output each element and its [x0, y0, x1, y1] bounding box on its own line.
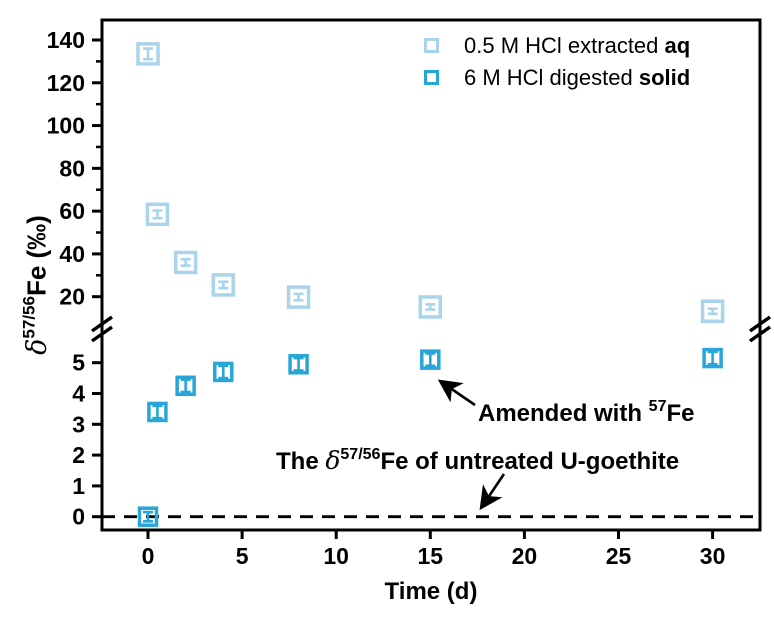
- legend-label-aq-bold: aq: [664, 32, 691, 58]
- legend: 0.5 M HCl extracted aq 6 M HCl digested …: [424, 31, 690, 92]
- y-tick-label-upper: 100: [47, 113, 85, 139]
- annotation-untreated: The δ57/56Fe of untreated U-goethite: [276, 446, 679, 476]
- data-point-solid: [137, 506, 159, 527]
- data-point-aq: [286, 285, 311, 309]
- data-point-aq: [136, 42, 160, 66]
- annotation-amended-sup: 57: [648, 398, 667, 415]
- data-point-aq: [700, 299, 725, 323]
- annotation-untreated-sup: 57/56: [340, 446, 381, 463]
- data-point-aq: [145, 202, 170, 227]
- y-tick-label-upper: 40: [59, 241, 85, 267]
- y-tick-label-lower: 4: [72, 381, 85, 407]
- y-tick-label-upper: 60: [59, 198, 85, 224]
- delta-symbol: δ: [21, 338, 53, 355]
- axis-break-left-icon: [90, 325, 114, 343]
- data-point-solid: [175, 375, 196, 397]
- axis-break-right-icon: [748, 315, 772, 333]
- x-tick-label: 30: [700, 543, 726, 569]
- data-point-solid: [213, 361, 234, 383]
- data-point-solid: [147, 401, 168, 423]
- data-point-solid: [288, 353, 309, 375]
- y-tick-label-lower: 1: [72, 473, 85, 499]
- y-tick-label-lower: 3: [72, 411, 85, 437]
- legend-label-solid-bold: solid: [638, 64, 691, 90]
- annotation-amended: Amended with 57Fe: [478, 398, 694, 428]
- data-point-solid: [702, 347, 723, 369]
- legend-item-aq: 0.5 M HCl extracted aq: [424, 31, 690, 60]
- y-axis-title: δ57/56Fe (‰): [20, 215, 53, 355]
- legend-marker-solid-icon: [424, 70, 439, 85]
- annotation-amended-suffix: Fe: [666, 400, 695, 427]
- x-tick-label: 15: [418, 543, 444, 569]
- y-tick-label-lower: 2: [72, 442, 85, 468]
- y-tick-label-upper: 80: [59, 155, 85, 181]
- x-tick-label: 25: [606, 543, 632, 569]
- legend-label-aq-prefix: 0.5 M HCl extracted: [464, 32, 665, 58]
- annotation-arrow-amended: [437, 379, 476, 407]
- y-tick-label-lower: 5: [72, 350, 85, 376]
- legend-item-solid: 6 M HCl digested solid: [424, 63, 690, 92]
- axis-break-right-icon: [748, 325, 772, 343]
- x-axis-title: Time (d): [384, 578, 478, 605]
- legend-marker-aq-icon: [424, 38, 439, 53]
- y-tick-label-upper: 120: [47, 70, 85, 96]
- y-axis-superscript: 57/56: [19, 296, 39, 339]
- y-tick-label-upper: 140: [47, 27, 85, 53]
- x-tick-label: 5: [236, 543, 249, 569]
- legend-label-aq: 0.5 M HCl extracted aq: [464, 33, 690, 59]
- annotation-untreated-delta: δ: [325, 446, 341, 475]
- annotation-untreated-text: The: [276, 448, 326, 475]
- x-tick-label: 0: [142, 543, 155, 569]
- x-tick-label: 10: [323, 543, 349, 569]
- data-point-aq: [173, 250, 198, 275]
- data-point-solid: [420, 349, 441, 370]
- data-point-aq: [211, 273, 236, 297]
- legend-label-solid: 6 M HCl digested solid: [464, 65, 690, 91]
- y-axis-title-main: Fe (‰): [21, 215, 52, 297]
- annotation-arrow-untreated: [479, 473, 506, 511]
- data-point-aq: [418, 295, 443, 319]
- x-tick-label: 20: [512, 543, 538, 569]
- legend-label-solid-prefix: 6 M HCl digested: [464, 64, 639, 90]
- annotation-amended-text: Amended with: [478, 400, 649, 427]
- axis-break-left-icon: [90, 315, 114, 333]
- annotation-untreated-suffix: Fe of untreated U-goethite: [380, 448, 680, 475]
- y-tick-label-lower: 0: [72, 504, 85, 530]
- y-tick-label-upper: 20: [59, 284, 85, 310]
